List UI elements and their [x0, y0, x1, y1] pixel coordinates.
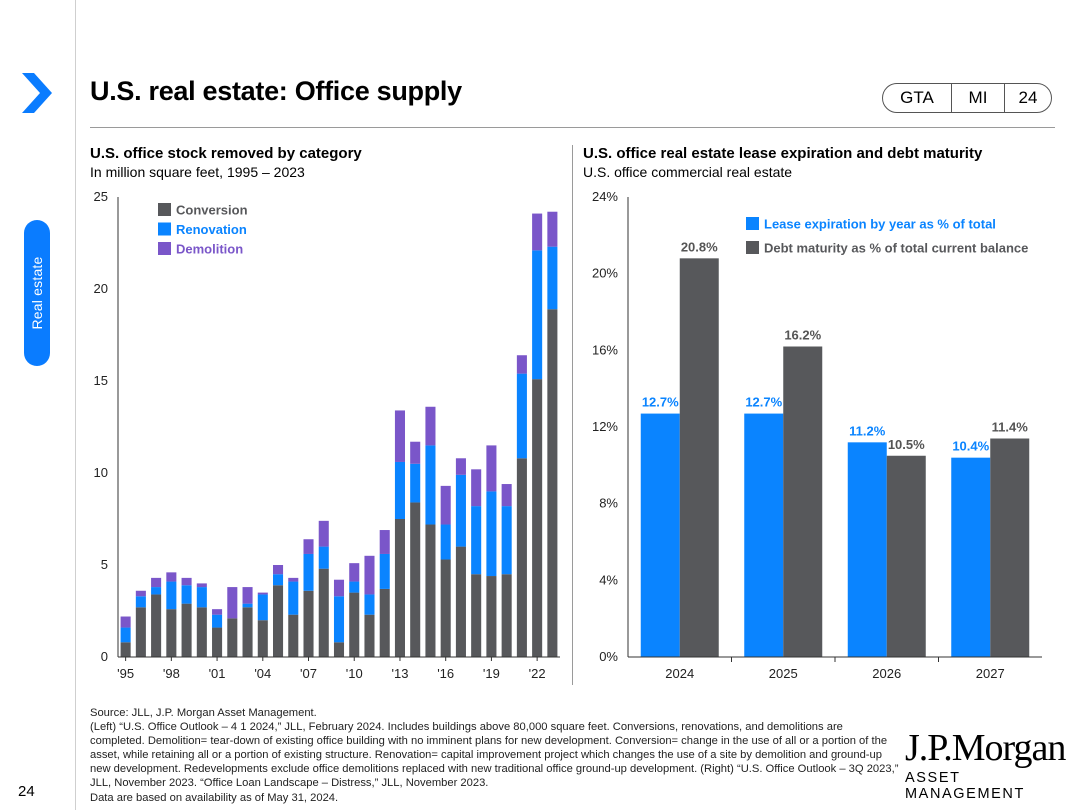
- source-line: Data are based on availability as of May…: [90, 791, 900, 805]
- data-label: 20.8%: [681, 239, 718, 254]
- legend-label: Debt maturity as % of total current bala…: [764, 241, 1028, 256]
- bar: [680, 258, 719, 657]
- source-line: (Left) “U.S. Office Outlook – 4 1 2024,”…: [90, 720, 900, 790]
- y-tick-label: 16%: [592, 342, 618, 357]
- x-tick-label: 2027: [976, 666, 1005, 681]
- bar: [990, 439, 1029, 658]
- data-label: 10.5%: [888, 437, 925, 452]
- bar: [848, 442, 887, 657]
- x-tick-label: 2024: [665, 666, 694, 681]
- logo-tagline: ASSET MANAGEMENT: [905, 770, 1080, 802]
- y-tick-label: 12%: [592, 419, 618, 434]
- data-label: 11.2%: [849, 423, 886, 438]
- x-tick-label: 2026: [872, 666, 901, 681]
- logo-wordmark: J.P.Morgan: [905, 728, 1080, 768]
- legend-swatch: [746, 217, 759, 230]
- legend-label: Lease expiration by year as % of total: [764, 217, 996, 232]
- jpmorgan-logo: J.P.Morgan ASSET MANAGEMENT: [905, 728, 1080, 802]
- data-label: 10.4%: [952, 439, 989, 454]
- bar: [783, 347, 822, 658]
- bar: [744, 414, 783, 657]
- bar: [887, 456, 926, 657]
- bar: [641, 414, 680, 657]
- data-label: 11.4%: [992, 420, 1029, 435]
- data-label: 12.7%: [745, 395, 782, 410]
- legend-swatch: [746, 241, 759, 254]
- data-label: 16.2%: [784, 328, 821, 343]
- y-tick-label: 4%: [599, 572, 618, 587]
- data-label: 12.7%: [642, 395, 679, 410]
- page-number: 24: [18, 783, 35, 800]
- y-tick-label: 20%: [592, 266, 618, 281]
- source-notes: Source: JLL, J.P. Morgan Asset Managemen…: [90, 706, 900, 805]
- source-line: Source: JLL, J.P. Morgan Asset Managemen…: [90, 706, 900, 720]
- y-tick-label: 24%: [592, 189, 618, 204]
- x-tick-label: 2025: [769, 666, 798, 681]
- y-tick-label: 8%: [599, 496, 618, 511]
- bar: [951, 458, 990, 657]
- y-tick-label: 0%: [599, 649, 618, 664]
- right-grouped-bar-chart: 0% 4% 8% 12% 16% 20% 24% 12.7% 20.8% 2024 12.7% 16.…: [0, 0, 1080, 810]
